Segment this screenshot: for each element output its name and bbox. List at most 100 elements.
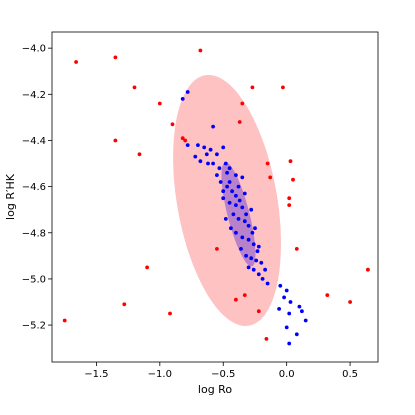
red-point xyxy=(137,152,142,157)
point-layer xyxy=(62,48,370,346)
blue-point xyxy=(260,277,265,281)
red-point xyxy=(287,203,292,208)
blue-point xyxy=(223,161,228,166)
blue-point xyxy=(227,180,232,184)
blue-point xyxy=(251,242,256,247)
blue-point xyxy=(287,311,292,316)
red-point xyxy=(198,48,203,53)
blue-point xyxy=(288,300,293,304)
blue-point xyxy=(263,267,267,272)
y-tick-label: −4.8 xyxy=(22,228,46,239)
blue-point xyxy=(297,304,302,309)
blue-point xyxy=(249,256,254,261)
blue-point xyxy=(185,143,190,148)
blue-point xyxy=(229,226,233,231)
blue-point xyxy=(284,325,289,330)
blue-point xyxy=(180,97,185,101)
blue-point xyxy=(240,205,245,210)
x-tick-label: 0.5 xyxy=(342,369,358,380)
blue-point xyxy=(242,191,247,196)
blue-point xyxy=(278,283,283,288)
red-point xyxy=(288,159,293,164)
blue-point xyxy=(204,152,209,157)
blue-point xyxy=(225,184,230,189)
blue-point xyxy=(251,267,256,272)
blue-point xyxy=(196,143,200,148)
red-point xyxy=(242,293,247,297)
x-tick-label: −0.5 xyxy=(211,369,235,380)
blue-point xyxy=(282,295,286,300)
red-point xyxy=(62,318,67,323)
blue-point xyxy=(221,189,226,194)
red-point xyxy=(145,265,150,270)
y-tick-label: −5.0 xyxy=(22,274,46,285)
red-point xyxy=(281,85,285,90)
blue-point xyxy=(231,212,236,217)
blue-point xyxy=(244,253,249,258)
blue-point xyxy=(218,180,223,184)
blue-point xyxy=(287,341,292,346)
red-point xyxy=(294,247,299,251)
red-point xyxy=(240,101,245,106)
y-tick-label: −5.2 xyxy=(22,321,46,332)
blue-point xyxy=(294,332,299,337)
blue-point xyxy=(193,154,198,159)
red-point xyxy=(265,161,270,166)
x-tick-label: −1.5 xyxy=(84,369,108,380)
red-point xyxy=(268,175,273,180)
red-point xyxy=(215,247,219,251)
blue-point xyxy=(215,173,219,178)
blue-point xyxy=(227,166,232,171)
blue-point xyxy=(234,173,238,178)
red-point xyxy=(366,267,370,272)
blue-point xyxy=(221,196,226,201)
red-point xyxy=(287,196,292,201)
plot-frame xyxy=(51,31,379,363)
blue-point xyxy=(259,260,264,265)
blue-point xyxy=(303,318,308,323)
red-point xyxy=(170,122,175,127)
blue-point xyxy=(300,309,304,314)
y-tick-label: −4.2 xyxy=(22,90,46,101)
blue-point xyxy=(227,200,232,205)
red-point xyxy=(234,297,238,302)
blue-point xyxy=(250,230,255,235)
axis-layer: −1.5 −1.0 −0.5 0.0 0.5 −4.0 −4.2 −4.4 −4.6 −4.8 −5… xyxy=(22,44,358,380)
blue-point xyxy=(198,159,203,164)
red-point xyxy=(74,60,78,64)
blue-point xyxy=(246,223,251,228)
blue-point xyxy=(234,193,238,198)
red-point xyxy=(291,177,295,182)
blue-point xyxy=(240,235,245,240)
blue-point xyxy=(240,175,245,180)
blue-point xyxy=(239,247,243,251)
red-point xyxy=(132,85,137,90)
blue-point xyxy=(246,265,251,270)
blue-point xyxy=(236,217,241,221)
red-point xyxy=(113,55,118,60)
y-axis-label: log R′HK xyxy=(4,173,17,220)
blue-point xyxy=(202,145,207,150)
x-tick-label: −1.0 xyxy=(148,369,172,380)
red-point xyxy=(122,302,127,307)
blue-point xyxy=(256,244,261,249)
blue-point xyxy=(230,189,235,194)
blue-point xyxy=(211,161,216,166)
blue-point xyxy=(221,145,226,150)
blue-point xyxy=(265,281,270,286)
blue-point xyxy=(249,207,254,212)
blue-point xyxy=(253,226,257,231)
red-point xyxy=(264,337,269,341)
red-point xyxy=(325,293,330,297)
blue-point xyxy=(206,161,210,166)
red-point xyxy=(180,136,185,141)
red-point xyxy=(256,309,261,314)
red-point xyxy=(183,138,188,143)
blue-point xyxy=(234,230,238,235)
blue-point xyxy=(185,90,190,94)
red-point xyxy=(348,300,352,304)
blue-point xyxy=(256,272,261,277)
blue-point xyxy=(211,124,216,129)
x-axis-label: log Ro xyxy=(198,383,232,396)
blue-point xyxy=(215,152,219,157)
